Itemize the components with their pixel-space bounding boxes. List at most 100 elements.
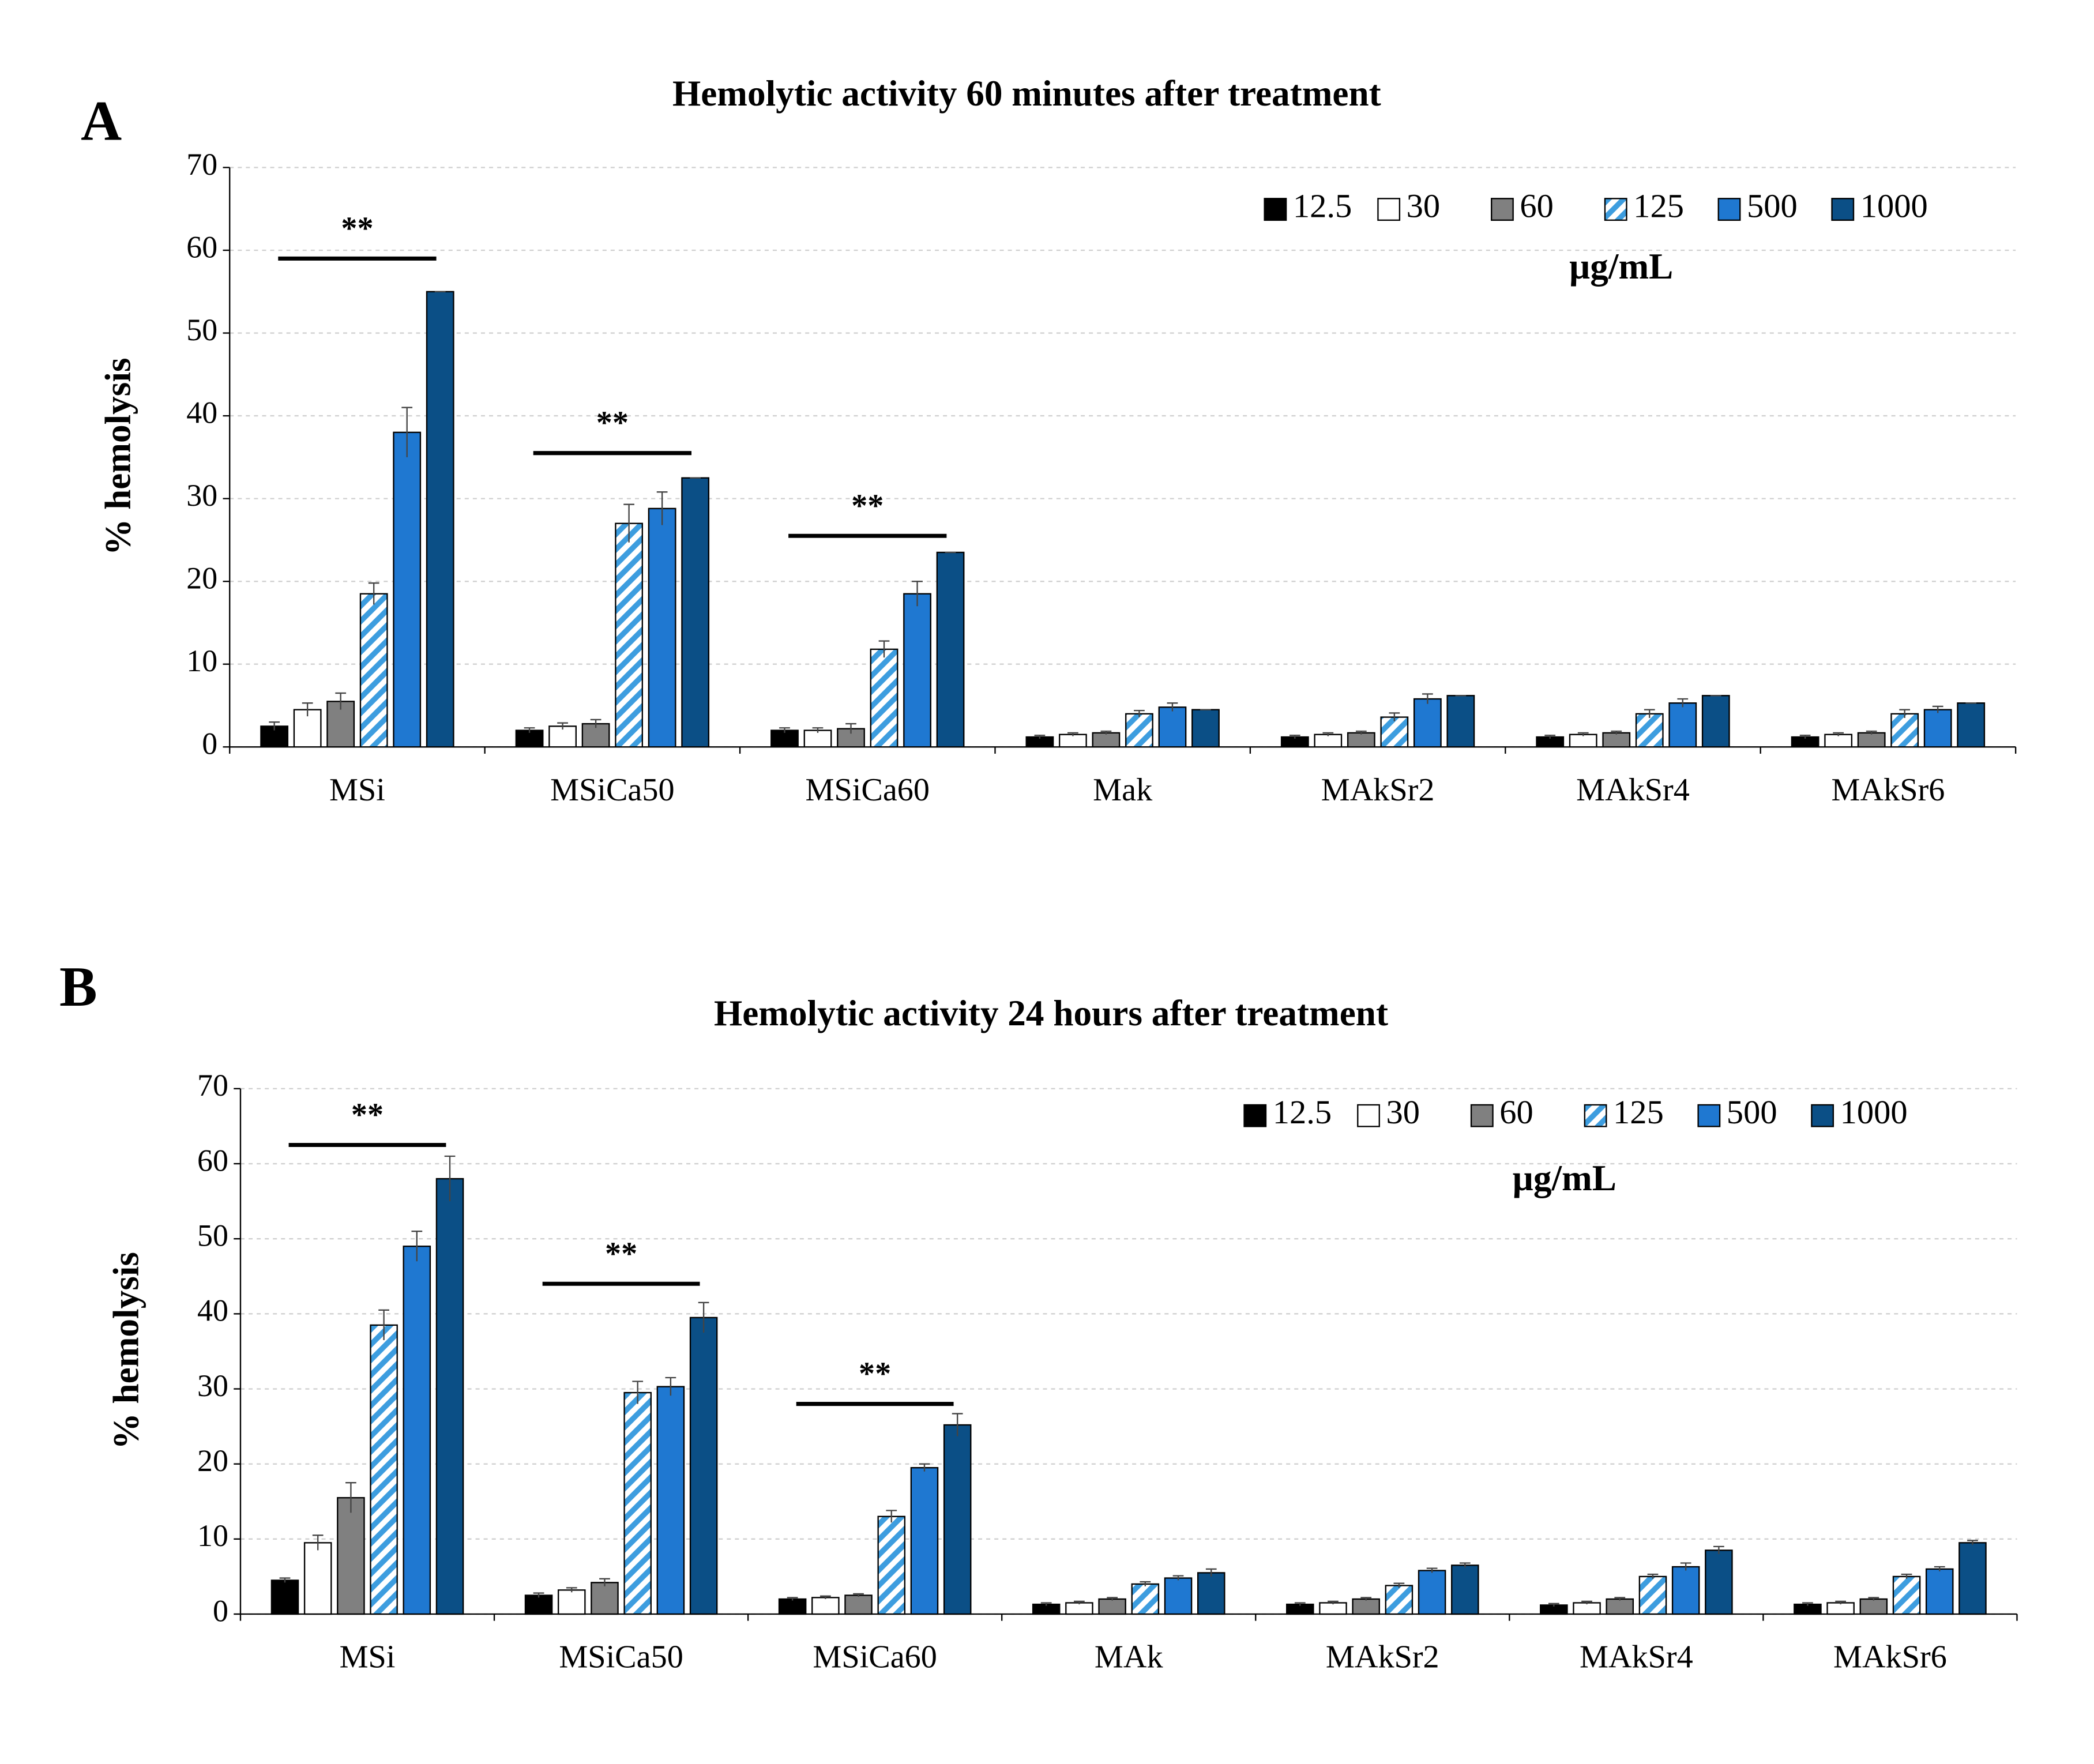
x-tick-label: Mak (1093, 772, 1153, 808)
error-bar (787, 1597, 798, 1601)
bar (1059, 734, 1087, 748)
bar (1314, 734, 1343, 748)
bar (1197, 1572, 1225, 1615)
error-bar (878, 640, 890, 658)
legend-label: 1000 (1860, 187, 1928, 224)
bar (648, 507, 676, 748)
error-bar (368, 582, 379, 605)
error-bar (1577, 732, 1589, 736)
bar (548, 725, 577, 748)
bar (1957, 702, 1986, 748)
legend-unit: µg/mL (1512, 1158, 1616, 1198)
error-bar (524, 727, 535, 733)
legend-swatch (1470, 1104, 1494, 1127)
x-tick-label: MAkSr4 (1580, 1639, 1693, 1675)
y-tick-label: 70 (197, 1068, 228, 1103)
bar (591, 1582, 619, 1615)
bar (1635, 713, 1664, 748)
error-bar (1140, 1581, 1151, 1586)
x-tick-label: MAkSr2 (1326, 1639, 1439, 1675)
y-tick-label: 40 (186, 395, 217, 430)
bar (403, 1246, 431, 1615)
significance-label: ** (341, 210, 373, 246)
error-bar (312, 1534, 324, 1551)
bar (1092, 732, 1121, 748)
y-tick-label: 10 (197, 1518, 228, 1553)
error-bar (401, 407, 413, 457)
error-bar (1360, 1597, 1372, 1601)
legend-label: 60 (1520, 187, 1554, 224)
legend-label: 1000 (1840, 1093, 1908, 1131)
bar (1065, 1602, 1093, 1615)
bar (1380, 716, 1409, 748)
bar (1606, 1598, 1634, 1615)
error-bar (1901, 1573, 1912, 1579)
bar (1602, 732, 1631, 748)
chart: B Hemolytic activity 24 hours after treat… (59, 956, 2018, 1675)
bar (623, 1391, 652, 1615)
panel-label: A (81, 90, 122, 153)
bar (1164, 1577, 1193, 1615)
error-bar (1074, 1600, 1085, 1605)
y-tick-label: 50 (186, 313, 217, 347)
error-bar (1067, 732, 1078, 736)
legend-label: 500 (1747, 187, 1798, 224)
legend-label: 60 (1499, 1093, 1533, 1131)
bar (1451, 1564, 1479, 1615)
chart-title: Hemolytic activity 60 minutes after trea… (672, 73, 1381, 114)
x-tick-label: MAkSr2 (1321, 772, 1435, 808)
bar (877, 1515, 906, 1615)
error-bar (302, 702, 313, 717)
legend-swatch (1491, 198, 1514, 221)
error-bar (656, 491, 668, 525)
x-tick-label: MAk (1095, 1639, 1164, 1675)
bar (811, 1597, 840, 1615)
y-tick-label: 0 (213, 1593, 228, 1628)
bar (524, 1594, 553, 1615)
significance-label: ** (605, 1236, 637, 1272)
bar (689, 1317, 718, 1615)
error-bar (1967, 1540, 1978, 1545)
bar (1890, 713, 1919, 748)
bar (936, 551, 965, 748)
bar (370, 1324, 398, 1615)
bar (337, 1497, 365, 1615)
legend-label: 30 (1386, 1093, 1420, 1131)
error-bar (599, 1578, 610, 1586)
bar (1131, 1583, 1160, 1615)
y-tick-label: 30 (186, 478, 217, 513)
error-bar (853, 1593, 864, 1597)
legend-swatch (1243, 1104, 1267, 1127)
bar (1385, 1585, 1413, 1615)
bar (1125, 713, 1153, 748)
legend-swatch (1811, 1104, 1834, 1127)
bar (426, 291, 454, 748)
error-bar (1355, 730, 1367, 735)
error-bar (1172, 1575, 1184, 1581)
error-bar (1548, 1603, 1559, 1607)
y-tick-label: 20 (197, 1443, 228, 1478)
error-bar (819, 1595, 831, 1599)
bar (1859, 1598, 1888, 1615)
x-tick-label: MAkSr4 (1576, 772, 1690, 808)
error-bar (779, 727, 790, 733)
error-bar (845, 723, 856, 734)
y-axis-label: % hemolysis (97, 358, 138, 555)
error-bar (812, 727, 824, 733)
x-tick-label: MSiCa50 (550, 772, 674, 808)
bar (359, 593, 388, 748)
error-bar (1040, 1602, 1052, 1606)
error-bar (912, 581, 923, 607)
error-bar (1422, 693, 1433, 704)
bar (681, 477, 710, 748)
error-bar (1644, 709, 1655, 719)
error-bar (1868, 1597, 1879, 1601)
legend-swatch (1717, 198, 1741, 221)
bar (303, 1542, 332, 1615)
error-bar (1713, 1545, 1724, 1554)
legend-swatch (1357, 1104, 1380, 1127)
x-tick-label: MSiCa60 (806, 772, 930, 808)
error-bar (1799, 735, 1811, 739)
legend-swatch (1604, 198, 1627, 221)
error-bar (919, 1463, 930, 1472)
